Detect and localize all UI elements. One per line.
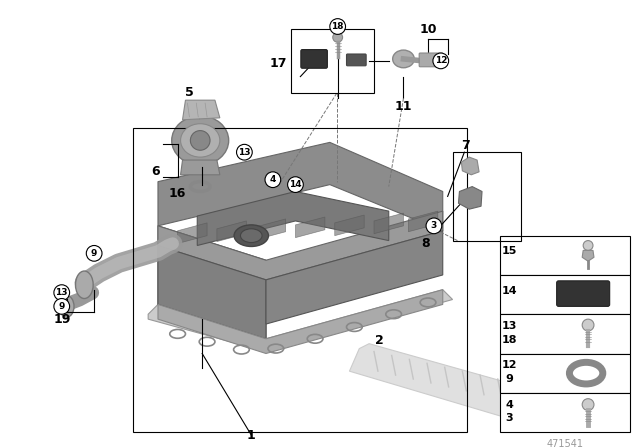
Polygon shape <box>408 211 438 232</box>
Text: 8: 8 <box>422 237 430 250</box>
Text: 11: 11 <box>395 99 412 112</box>
FancyBboxPatch shape <box>419 53 443 67</box>
Text: 15: 15 <box>502 246 517 256</box>
Polygon shape <box>158 290 443 353</box>
FancyBboxPatch shape <box>557 281 610 306</box>
Text: 18: 18 <box>502 335 517 345</box>
Text: 14: 14 <box>289 180 302 189</box>
Text: 3: 3 <box>506 414 513 423</box>
Text: 18: 18 <box>332 22 344 31</box>
Circle shape <box>330 19 346 34</box>
Text: 14: 14 <box>502 286 517 296</box>
Text: 13: 13 <box>56 288 68 297</box>
Circle shape <box>54 285 70 301</box>
Text: 9: 9 <box>58 302 65 311</box>
Bar <box>291 30 374 93</box>
Ellipse shape <box>76 271 93 298</box>
Circle shape <box>190 131 210 150</box>
Text: 16: 16 <box>169 187 186 200</box>
Text: 10: 10 <box>419 23 436 36</box>
Text: 2: 2 <box>374 334 383 347</box>
Circle shape <box>54 298 70 314</box>
Circle shape <box>582 399 594 410</box>
Text: 9: 9 <box>91 249 97 258</box>
Bar <box>500 353 630 393</box>
Circle shape <box>265 172 281 188</box>
Polygon shape <box>182 100 220 120</box>
FancyBboxPatch shape <box>301 50 328 68</box>
Polygon shape <box>197 191 388 246</box>
Text: 19: 19 <box>54 313 72 326</box>
Text: 1: 1 <box>247 428 255 442</box>
Ellipse shape <box>180 124 220 157</box>
Polygon shape <box>266 231 443 324</box>
Polygon shape <box>256 219 285 240</box>
Circle shape <box>86 246 102 261</box>
Polygon shape <box>335 215 364 236</box>
Circle shape <box>333 32 342 42</box>
Polygon shape <box>458 186 482 209</box>
Text: 7: 7 <box>461 139 470 152</box>
Ellipse shape <box>393 50 414 68</box>
Polygon shape <box>178 223 207 244</box>
Text: 17: 17 <box>270 57 287 70</box>
Text: 12: 12 <box>435 56 447 65</box>
Polygon shape <box>158 246 266 339</box>
FancyBboxPatch shape <box>346 54 366 66</box>
Text: 5: 5 <box>185 86 194 99</box>
Polygon shape <box>180 160 220 175</box>
Polygon shape <box>158 226 266 339</box>
Text: 6: 6 <box>152 165 161 178</box>
Ellipse shape <box>575 367 597 379</box>
Polygon shape <box>461 157 479 175</box>
Ellipse shape <box>60 296 74 317</box>
Circle shape <box>433 53 449 69</box>
Circle shape <box>426 218 442 234</box>
Bar <box>500 393 630 432</box>
Polygon shape <box>296 217 325 237</box>
Polygon shape <box>158 211 443 280</box>
Bar <box>500 236 630 275</box>
Ellipse shape <box>172 116 228 165</box>
Text: 471541: 471541 <box>547 439 584 448</box>
Text: 3: 3 <box>431 221 437 230</box>
Polygon shape <box>349 344 531 422</box>
Polygon shape <box>217 221 246 241</box>
Polygon shape <box>582 250 594 261</box>
Ellipse shape <box>241 229 262 242</box>
Bar <box>500 275 630 314</box>
Text: 4: 4 <box>506 400 513 409</box>
Circle shape <box>583 241 593 250</box>
Circle shape <box>582 319 594 331</box>
Bar <box>500 314 630 353</box>
Text: 9: 9 <box>506 374 513 384</box>
Polygon shape <box>374 213 403 234</box>
Polygon shape <box>148 290 452 352</box>
Text: 4: 4 <box>269 175 276 184</box>
Ellipse shape <box>234 225 268 246</box>
Polygon shape <box>158 142 443 231</box>
Circle shape <box>237 144 252 160</box>
Bar <box>133 128 467 432</box>
Text: 12: 12 <box>502 360 517 370</box>
Circle shape <box>287 177 303 193</box>
Text: 13: 13 <box>238 148 251 157</box>
Text: 13: 13 <box>502 321 517 331</box>
Bar <box>452 152 522 241</box>
